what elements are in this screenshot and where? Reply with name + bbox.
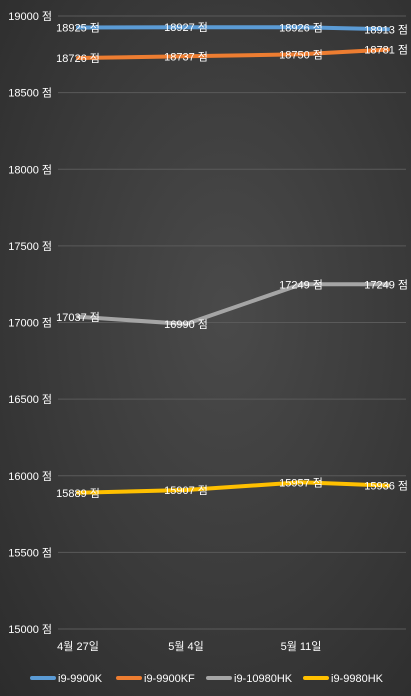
data-label: 17037 점 (56, 311, 100, 324)
data-label: 18913 점 (364, 23, 408, 36)
x-tick-label: 4월 27일 (57, 639, 99, 653)
x-tick-label: 5월 4일 (168, 639, 204, 653)
legend-item-i9-9900k: i9-9900K (30, 673, 103, 685)
x-tick-label: 5월 11일 (281, 639, 322, 653)
y-tick-label: 19000 점 (8, 10, 52, 23)
y-axis-ticks: 15000 점 15500 점 16000 점 16500 점 17000 점 17500… (8, 10, 52, 636)
y-tick-label: 16500 점 (8, 393, 52, 406)
data-label: 18781 점 (364, 44, 408, 57)
legend-item-i9-9980hk: i9-9980HK (303, 673, 384, 685)
series-line-i9-9980hk (76, 480, 390, 495)
x-axis-ticks: 4월 27일 5월 4일 5월 11일 (57, 639, 321, 653)
series-line-i9-10980hk (76, 282, 390, 326)
data-label: 18926 점 (279, 21, 323, 34)
data-labels: 18925 점 18927 점 18926 점 18913 점 18726 점 18737… (56, 21, 408, 500)
data-label: 15957 점 (279, 476, 323, 489)
legend-label: i9-9900K (58, 673, 103, 685)
y-tick-label: 17000 점 (8, 317, 52, 330)
legend-label: i9-9900KF (144, 673, 195, 685)
grid-lines (58, 15, 406, 630)
legend-item-i9-9900kf: i9-9900KF (116, 673, 195, 685)
data-label: 15907 점 (164, 484, 208, 497)
series-line-i9-9900k (76, 25, 390, 32)
data-label: 17249 점 (364, 278, 408, 291)
data-label: 15936 점 (364, 480, 408, 493)
data-label: 18737 점 (164, 50, 208, 63)
series-line-i9-9900kf (76, 47, 390, 60)
y-tick-label: 16000 점 (8, 470, 52, 483)
legend-label: i9-9980HK (331, 673, 384, 685)
data-label: 15889 점 (56, 487, 100, 500)
y-tick-label: 18000 점 (8, 163, 52, 176)
y-tick-label: 15000 점 (8, 623, 52, 636)
y-tick-label: 17500 점 (8, 240, 52, 253)
data-label: 18927 점 (164, 21, 208, 34)
legend-label: i9-10980HK (234, 673, 293, 685)
data-label: 18726 점 (56, 52, 100, 65)
y-tick-label: 15500 점 (8, 546, 52, 559)
data-label: 17249 점 (279, 278, 323, 291)
legend: i9-9900K i9-9900KF i9-10980HK i9-9980HK (30, 673, 384, 685)
data-label: 18925 점 (56, 21, 100, 34)
y-tick-label: 18500 점 (8, 87, 52, 100)
data-label: 18750 점 (279, 48, 323, 61)
series-lines (76, 25, 390, 495)
legend-item-i9-10980hk: i9-10980HK (206, 673, 293, 685)
data-label: 16990 점 (164, 318, 208, 331)
